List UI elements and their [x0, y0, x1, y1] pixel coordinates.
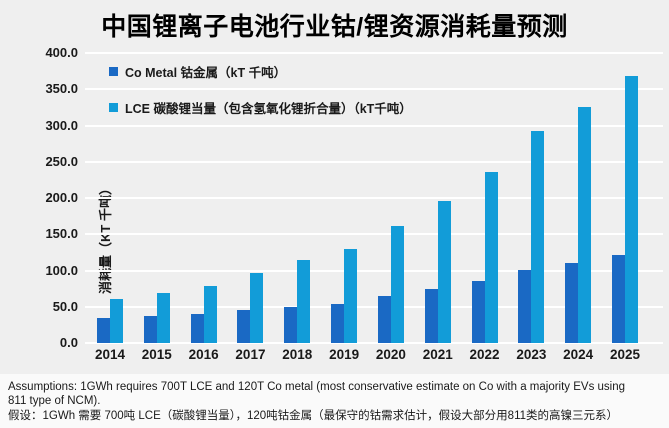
y-tick-label-150: 150.0	[45, 226, 78, 242]
y-tick-label-0: 0.0	[59, 335, 78, 350]
gridline-y-300	[85, 124, 663, 127]
bar-co-2024	[565, 263, 579, 343]
bar-lce-2021	[437, 200, 451, 343]
x-tick-label-2023: 2023	[516, 347, 547, 362]
footnote-line-2: 811 type of NCM).	[8, 395, 101, 407]
legend-item-lce: LCE 碳酸锂当量（包含氢氧化锂折合量）（kT千吨）	[109, 98, 412, 117]
bar-lce-2019	[344, 248, 358, 343]
x-tick-label-2025: 2025	[609, 347, 641, 362]
x-tick-label-2016: 2016	[188, 347, 219, 362]
x-tick-label-2018: 2018	[282, 347, 313, 362]
bar-lce-2018	[297, 259, 311, 343]
y-tick-label-100: 100.0	[45, 262, 78, 278]
legend-swatch-co-metal-icon	[109, 67, 118, 76]
bar-co-2019	[331, 303, 345, 343]
legend-item-co-metal: Co Metal 钴金属（kT 千吨）	[109, 62, 412, 81]
bar-lce-2024	[578, 107, 592, 343]
assumptions-footnote: Assumptions: 1GWh requires 700T LCE and …	[0, 374, 669, 428]
x-tick-label-2021: 2021	[422, 347, 453, 362]
y-tick-label-250: 250.0	[45, 153, 78, 169]
bar-co-2018	[284, 306, 298, 343]
x-tick-label-2024: 2024	[563, 347, 594, 362]
gridline-y-50	[85, 305, 663, 308]
gridline-y-0	[85, 342, 663, 344]
gridline-y-200	[85, 197, 663, 199]
bar-co-2025	[612, 254, 626, 343]
legend-label-co-metal: Co Metal 钴金属（kT 千吨）	[125, 66, 287, 80]
x-tick-label-2014: 2014	[94, 347, 126, 362]
y-axis-title: 消耗量（KT 千吨）	[98, 182, 113, 294]
footnote-line-1: Assumptions: 1GWh requires 700T LCE and …	[8, 381, 626, 393]
bar-lce-2017	[250, 272, 264, 343]
footnote-line-3: 假设：1GWh 需要 700吨 LCE（碳酸锂当量），120吨钴金属（最保守的钴…	[8, 410, 619, 422]
bar-co-2016	[190, 314, 204, 343]
chart-title: 中国锂离子电池行业钴/锂资源消耗量预测	[101, 13, 568, 41]
y-tick-label-400: 400.0	[45, 45, 78, 60]
y-tick-label-50: 50.0	[52, 298, 78, 314]
x-tick-label-2015: 2015	[141, 347, 172, 362]
bar-lce-2016	[203, 285, 217, 343]
chart-legend: Co Metal 钴金属（kT 千吨） LCE 碳酸锂当量（包含氢氧化锂折合量）…	[109, 62, 412, 134]
x-tick-label-2019: 2019	[329, 347, 360, 362]
x-tick-label-2017: 2017	[235, 347, 266, 362]
x-tick-label-2020: 2020	[375, 347, 406, 362]
gridline-y-100	[85, 269, 663, 272]
bar-co-2020	[377, 295, 391, 343]
bar-lce-2022	[484, 171, 498, 343]
x-tick-label-2022: 2022	[469, 347, 500, 362]
gridline-y-400	[85, 52, 663, 54]
legend-label-lce: LCE 碳酸锂当量（包含氢氧化锂折合量）（kT千吨）	[125, 102, 412, 116]
bar-co-2017	[237, 310, 251, 343]
bar-lce-2020	[390, 226, 404, 343]
plot-area: 消耗量（KT 千吨） Co Metal 钴金属（kT 千吨） LCE 碳酸锂当量…	[45, 45, 663, 362]
bar-co-2015	[143, 316, 157, 343]
gridline-y-150	[85, 233, 663, 236]
gridline-y-350	[85, 88, 663, 91]
y-tick-label-300: 300.0	[45, 117, 78, 133]
bar-lce-2023	[531, 131, 545, 343]
bar-co-2021	[424, 288, 438, 343]
y-tick-label-350: 350.0	[45, 81, 78, 97]
bar-co-2014	[97, 317, 110, 343]
y-tick-label-200: 200.0	[45, 190, 78, 205]
bar-co-2022	[471, 281, 485, 343]
gridline-y-250	[85, 160, 663, 163]
bar-lce-2015	[156, 292, 170, 343]
bar-lce-2014	[110, 298, 123, 343]
bar-co-2023	[518, 269, 532, 343]
legend-swatch-lce-icon	[109, 103, 118, 112]
bar-lce-2025	[625, 76, 639, 343]
